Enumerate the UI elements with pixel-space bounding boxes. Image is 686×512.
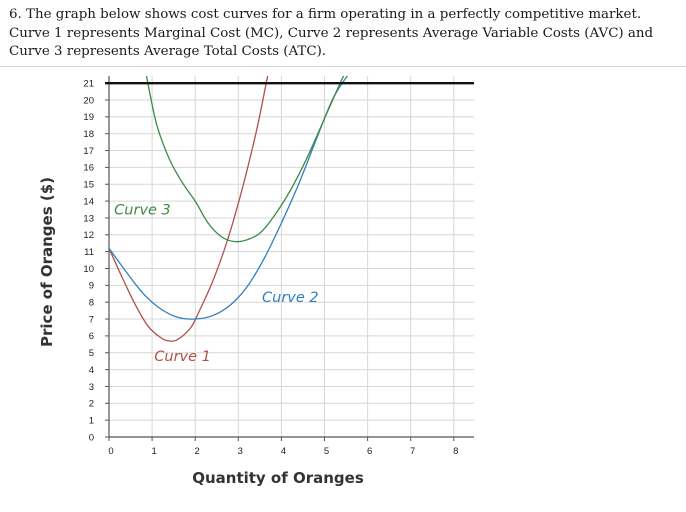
- series-lines: [109, 76, 348, 342]
- y-tick-label: 18: [83, 129, 94, 140]
- y-tick-label: 15: [83, 180, 94, 191]
- y-tick-label: 6: [89, 331, 94, 342]
- y-tick-label: 3: [89, 382, 94, 393]
- y-tick-label: 1: [89, 415, 94, 426]
- y-tick-label: 20: [83, 95, 94, 106]
- x-axis-label: Quantity of Oranges: [192, 469, 364, 487]
- y-tick-label: 8: [89, 298, 94, 309]
- series-line-curve-3: [145, 76, 345, 243]
- x-tick-label: 0: [108, 446, 113, 457]
- y-tick-label: 19: [83, 112, 94, 123]
- y-tick-label: 4: [89, 365, 94, 376]
- grid: [109, 76, 474, 437]
- y-tick-label: 5: [89, 348, 94, 359]
- y-tick-label: 9: [89, 281, 94, 292]
- question-line-2: Curve 1 represents Marginal Cost (MC), C…: [9, 25, 654, 41]
- series-line-curve-1: [109, 76, 269, 342]
- header-divider: [0, 66, 686, 67]
- x-tick-label: 1: [151, 446, 156, 457]
- x-tick-label: 5: [324, 446, 329, 457]
- question-line-1: 6. The graph below shows cost curves for…: [9, 7, 642, 22]
- y-tick-label: 12: [83, 230, 94, 241]
- curve-label-1: Curve 1: [154, 349, 211, 365]
- x-tick-label: 7: [410, 446, 415, 457]
- y-tick-label: 11: [84, 247, 94, 258]
- series-line-curve-2: [109, 76, 348, 320]
- y-tick-label: 2: [89, 399, 94, 410]
- axes: [108, 76, 474, 438]
- y-tick-label: 16: [83, 163, 94, 174]
- y-tick-label: 10: [83, 264, 94, 275]
- y-tick-label: 0: [89, 432, 94, 443]
- x-tick-label: 6: [367, 446, 372, 457]
- x-tick-label: 4: [281, 446, 286, 457]
- curve-label-3: Curve 3: [114, 203, 171, 219]
- x-tick-label: 8: [453, 446, 458, 457]
- x-tick-label: 3: [238, 446, 243, 457]
- y-tick-label: 7: [89, 314, 94, 325]
- y-tick-label: 13: [83, 213, 94, 224]
- y-axis-label: Price of Oranges ($): [38, 177, 56, 347]
- curve-label-2: Curve 2: [262, 290, 319, 306]
- x-tick-label: 2: [195, 446, 200, 457]
- question-line-3: Curve 3 represents Average Total Costs (…: [9, 44, 327, 59]
- curve-labels: Curve 1 Curve 2 Curve 3: [114, 203, 318, 366]
- y-tick-label: 17: [83, 146, 94, 157]
- question-text: 6. The graph below shows cost curves for…: [9, 6, 679, 62]
- y-tick-label: 21: [83, 78, 94, 89]
- y-tick-label: 14: [83, 196, 94, 207]
